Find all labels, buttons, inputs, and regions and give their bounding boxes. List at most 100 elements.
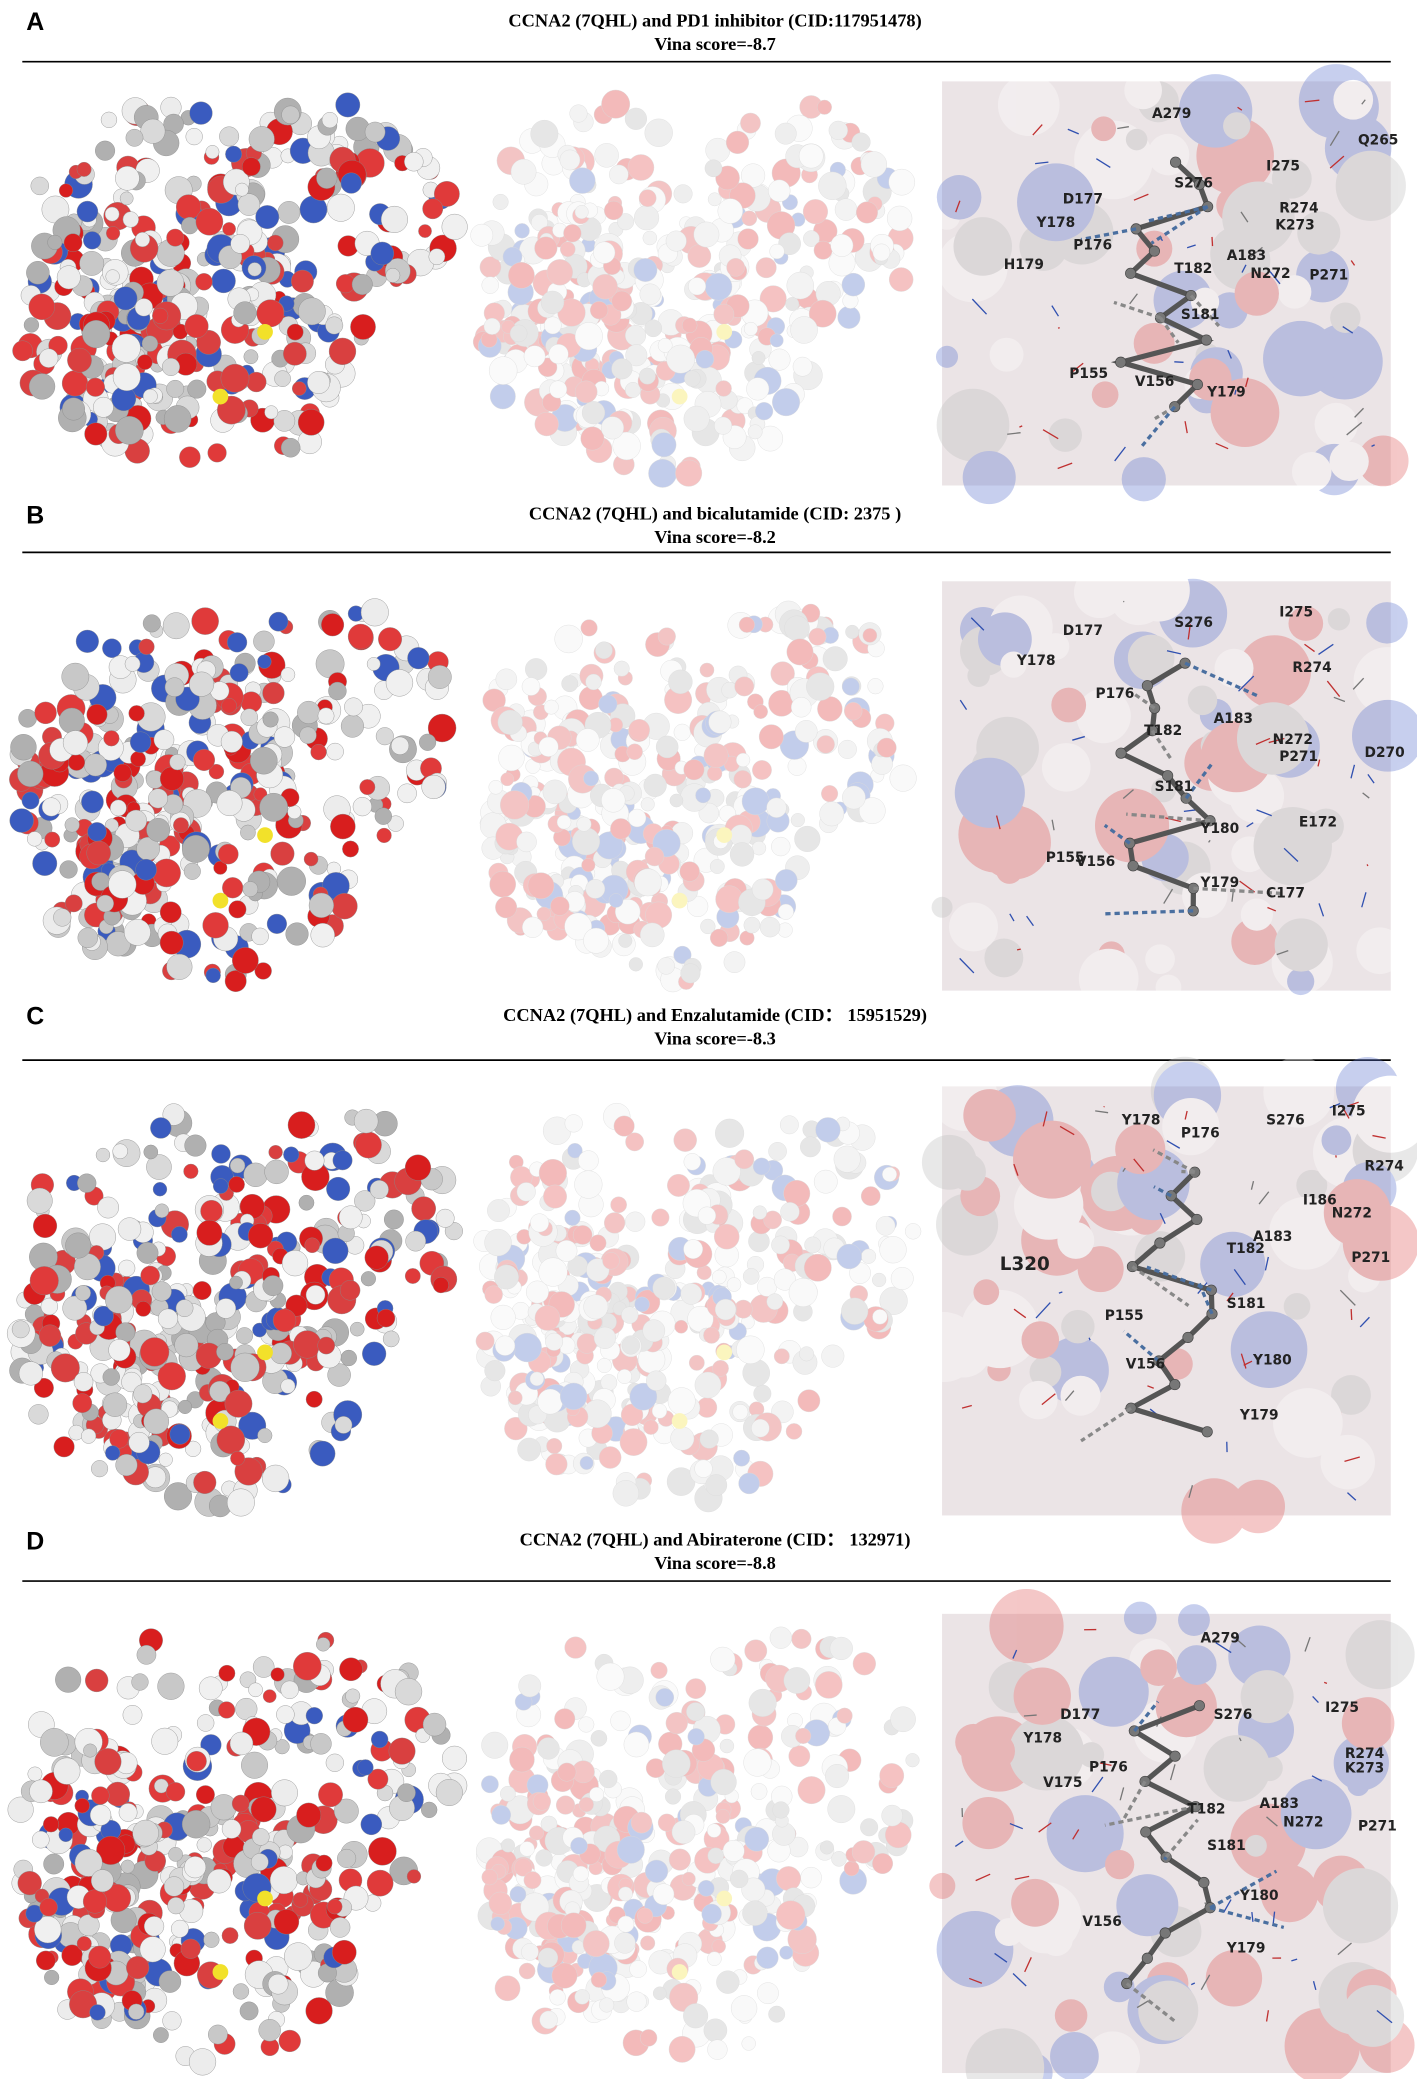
atom <box>747 424 763 440</box>
atom <box>30 176 49 196</box>
atom <box>618 301 637 320</box>
atom <box>593 105 613 125</box>
atom <box>481 276 499 294</box>
atom <box>618 1886 633 1902</box>
atom <box>12 340 33 362</box>
interaction <box>1148 205 1209 223</box>
residue-label: D177 <box>1060 1707 1100 1723</box>
atom <box>427 713 457 743</box>
atom <box>184 1134 207 1157</box>
atom <box>316 167 338 189</box>
atom <box>695 366 722 394</box>
atom <box>655 393 671 408</box>
atom <box>789 308 815 334</box>
atom <box>394 1678 423 1706</box>
atom <box>740 163 766 188</box>
atom <box>607 195 623 211</box>
atom <box>112 363 141 392</box>
atom <box>556 332 582 358</box>
surface-patch <box>1127 559 1190 622</box>
atom <box>613 1115 635 1137</box>
surface-patch <box>1178 74 1253 148</box>
atom <box>404 1268 421 1284</box>
residue-label: Y179 <box>1226 1940 1266 1956</box>
atom <box>58 1827 73 1842</box>
atom <box>609 268 625 285</box>
atom <box>196 1219 223 1246</box>
atom <box>58 183 74 198</box>
atom <box>135 858 157 881</box>
atom <box>491 320 515 343</box>
atom <box>360 598 389 627</box>
atom <box>103 730 120 747</box>
atom <box>757 327 776 346</box>
atom <box>691 418 720 447</box>
atom <box>531 214 548 231</box>
residue-label: R274 <box>1292 660 1331 676</box>
atom <box>580 237 596 253</box>
ligand-atom <box>1141 1952 1153 1964</box>
residue-label: I275 <box>1332 1103 1366 1119</box>
atom <box>113 763 132 782</box>
atom <box>644 319 663 338</box>
atom <box>746 377 770 401</box>
atom <box>251 927 269 946</box>
atom <box>500 790 530 820</box>
atom <box>587 310 602 325</box>
atom <box>667 1387 696 1416</box>
atom <box>181 216 199 235</box>
atom <box>655 1688 675 1707</box>
atom <box>509 1886 527 1903</box>
atom <box>596 1358 612 1373</box>
atom <box>225 145 242 163</box>
atom <box>519 128 545 154</box>
panel-title: CCNA2 (7QHL) and Abiraterone (CID： 13297… <box>520 1530 911 1551</box>
atom <box>860 152 875 167</box>
atom <box>128 1431 150 1454</box>
atom <box>221 1819 242 1839</box>
atom <box>115 166 140 191</box>
atom <box>680 963 701 984</box>
atom <box>575 404 600 429</box>
residue-stick <box>1042 429 1059 440</box>
atom <box>10 734 37 761</box>
atom <box>184 314 209 339</box>
ligand-atom <box>1125 267 1137 279</box>
atom <box>601 349 623 371</box>
atom <box>773 249 789 265</box>
atom <box>624 107 647 130</box>
atom <box>507 279 534 306</box>
atom <box>488 780 503 795</box>
ligand-atom <box>1140 1826 1152 1838</box>
atom <box>130 751 146 767</box>
surface-patch <box>1104 1849 1135 1880</box>
atom <box>516 831 537 853</box>
atom <box>210 1794 237 1821</box>
residue-label: Y179 <box>1206 384 1246 400</box>
atom <box>226 1488 255 1517</box>
residue-label: S276 <box>1266 1112 1305 1128</box>
atom <box>102 1392 128 1417</box>
surface-patch <box>934 203 960 230</box>
atom <box>599 304 622 326</box>
atom <box>548 344 569 365</box>
atom <box>542 392 562 412</box>
residue-stick <box>1350 1309 1353 1320</box>
atom <box>680 1283 702 1305</box>
residue-stick <box>1051 305 1060 317</box>
atom <box>326 742 344 761</box>
surface-patch <box>1277 275 1312 309</box>
atom <box>664 325 682 343</box>
atom <box>668 2036 696 2063</box>
protein-surface <box>470 89 916 488</box>
atom <box>668 1848 691 1871</box>
surface-patch <box>1210 378 1280 448</box>
atom <box>768 348 791 371</box>
atom <box>570 335 598 362</box>
vina-score: Vina score=-8.8 <box>654 1553 776 1573</box>
atom <box>582 202 598 219</box>
atom <box>144 1916 165 1937</box>
residue-stick <box>1241 264 1247 273</box>
sulfur-atom <box>257 324 273 340</box>
atom <box>694 391 722 418</box>
